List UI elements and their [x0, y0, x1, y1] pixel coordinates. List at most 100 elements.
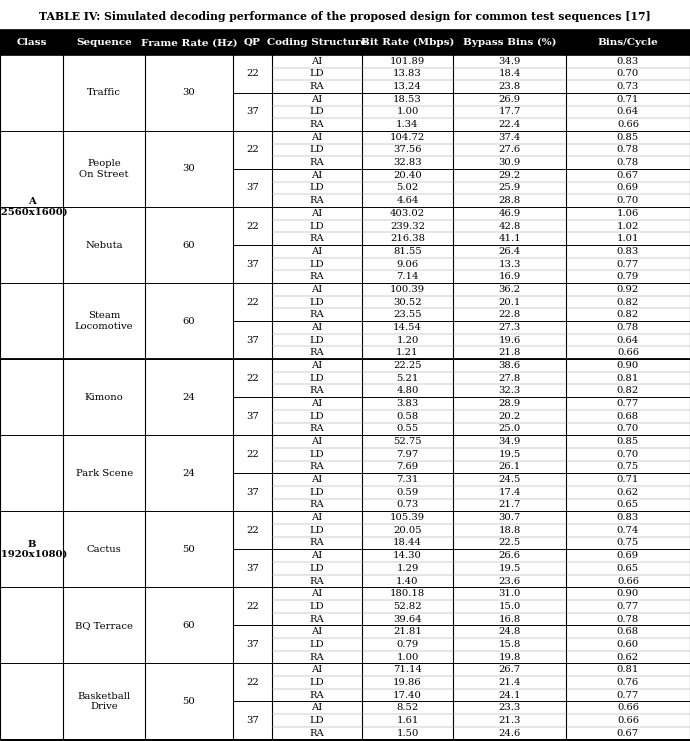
Bar — [566, 258, 690, 270]
Text: 216.38: 216.38 — [390, 234, 425, 243]
Text: 24: 24 — [183, 469, 195, 478]
Bar — [233, 435, 272, 473]
Text: LD: LD — [309, 640, 324, 649]
Text: 0.83: 0.83 — [617, 247, 639, 256]
Bar — [453, 461, 566, 473]
Text: 0.81: 0.81 — [617, 373, 639, 382]
Bar — [362, 296, 453, 308]
Text: RA: RA — [309, 196, 324, 205]
Text: LD: LD — [309, 564, 324, 573]
Bar — [362, 588, 453, 600]
Text: 0.73: 0.73 — [396, 500, 419, 510]
Bar — [362, 258, 453, 270]
Text: 0.77: 0.77 — [617, 259, 639, 268]
Text: 34.9: 34.9 — [498, 56, 521, 66]
Bar — [566, 55, 690, 67]
Text: 0.66: 0.66 — [617, 716, 639, 725]
Bar — [272, 702, 362, 714]
Bar — [272, 131, 362, 144]
Bar — [63, 55, 145, 131]
Text: LD: LD — [309, 488, 324, 496]
Text: 17.7: 17.7 — [498, 107, 521, 116]
Bar — [453, 219, 566, 233]
Text: Park Scene: Park Scene — [76, 469, 132, 478]
Text: Coding Structure: Coding Structure — [266, 38, 367, 47]
Text: 105.39: 105.39 — [390, 513, 425, 522]
Text: 22.5: 22.5 — [498, 539, 521, 548]
Text: 60: 60 — [183, 621, 195, 630]
Bar — [453, 270, 566, 283]
Text: 37: 37 — [246, 564, 259, 573]
Bar — [272, 144, 362, 156]
Bar — [362, 473, 453, 486]
Text: 101.89: 101.89 — [390, 56, 425, 66]
Text: 42.8: 42.8 — [498, 222, 521, 230]
Text: 1.00: 1.00 — [396, 107, 419, 116]
Text: 0.67: 0.67 — [617, 728, 639, 738]
Text: 26.7: 26.7 — [498, 665, 521, 674]
Text: 1.61: 1.61 — [396, 716, 419, 725]
Bar — [566, 562, 690, 575]
Bar — [566, 676, 690, 689]
Text: RA: RA — [309, 653, 324, 662]
Text: 21.7: 21.7 — [498, 500, 521, 510]
Bar — [145, 55, 233, 131]
Bar — [453, 258, 566, 270]
Bar — [272, 372, 362, 385]
Text: 27.8: 27.8 — [498, 373, 521, 382]
Text: 7.97: 7.97 — [396, 450, 419, 459]
Bar — [453, 727, 566, 740]
Bar — [362, 536, 453, 549]
Text: 23.55: 23.55 — [393, 310, 422, 319]
Text: 1.00: 1.00 — [396, 653, 419, 662]
Text: 15.8: 15.8 — [498, 640, 521, 649]
Text: 18.8: 18.8 — [498, 526, 521, 535]
Bar — [566, 600, 690, 613]
Bar — [566, 308, 690, 321]
Text: 0.66: 0.66 — [617, 120, 639, 129]
Bar — [272, 588, 362, 600]
Bar — [453, 638, 566, 651]
Text: 0.90: 0.90 — [617, 361, 639, 370]
Bar — [145, 131, 233, 207]
Text: 0.77: 0.77 — [617, 399, 639, 408]
Bar — [362, 270, 453, 283]
Bar — [566, 372, 690, 385]
Text: 30.52: 30.52 — [393, 298, 422, 307]
Text: Traffic: Traffic — [87, 88, 121, 97]
Text: 0.78: 0.78 — [617, 145, 639, 154]
Bar — [566, 385, 690, 397]
Text: 4.80: 4.80 — [396, 386, 419, 396]
Text: 1.02: 1.02 — [617, 222, 639, 230]
Bar — [566, 588, 690, 600]
Text: 71.14: 71.14 — [393, 665, 422, 674]
Bar — [362, 714, 453, 727]
Text: RA: RA — [309, 691, 324, 700]
Bar — [362, 93, 453, 105]
Text: LD: LD — [309, 373, 324, 382]
Bar — [566, 714, 690, 727]
Text: 26.9: 26.9 — [498, 95, 521, 104]
Text: 0.65: 0.65 — [617, 500, 639, 510]
Bar — [566, 702, 690, 714]
Text: 37.56: 37.56 — [393, 145, 422, 154]
Bar — [453, 473, 566, 486]
Text: AI: AI — [311, 95, 322, 104]
Text: 25.9: 25.9 — [498, 184, 521, 193]
Bar — [566, 321, 690, 333]
Text: 14.54: 14.54 — [393, 323, 422, 332]
Bar — [233, 663, 272, 702]
Bar — [453, 105, 566, 119]
Text: 24.1: 24.1 — [498, 691, 521, 700]
Text: 18.4: 18.4 — [498, 70, 521, 79]
Text: AI: AI — [311, 133, 322, 142]
Bar — [233, 702, 272, 740]
Text: 24.6: 24.6 — [498, 728, 521, 738]
Bar — [453, 182, 566, 194]
Text: 1.29: 1.29 — [396, 564, 419, 573]
Text: 13.83: 13.83 — [393, 70, 422, 79]
Text: 21.8: 21.8 — [498, 348, 521, 357]
Text: Bypass Bins (%): Bypass Bins (%) — [463, 38, 556, 47]
Bar — [233, 169, 272, 207]
Text: RA: RA — [309, 120, 324, 129]
